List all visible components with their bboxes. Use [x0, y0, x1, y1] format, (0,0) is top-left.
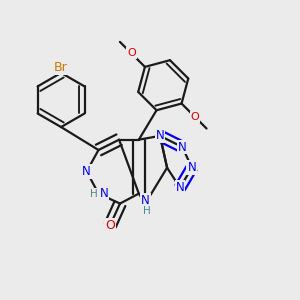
Text: Br: Br [54, 61, 68, 74]
Text: N: N [178, 141, 187, 154]
Text: N: N [176, 181, 184, 194]
Text: N: N [99, 187, 108, 200]
Text: N: N [188, 161, 196, 174]
Text: O: O [191, 112, 200, 122]
Text: O: O [127, 48, 136, 59]
Text: N: N [82, 165, 91, 178]
Text: N: N [156, 129, 164, 142]
Text: N: N [141, 194, 150, 207]
Text: O: O [105, 219, 115, 232]
Text: H: H [143, 206, 151, 216]
Text: H: H [90, 189, 98, 199]
